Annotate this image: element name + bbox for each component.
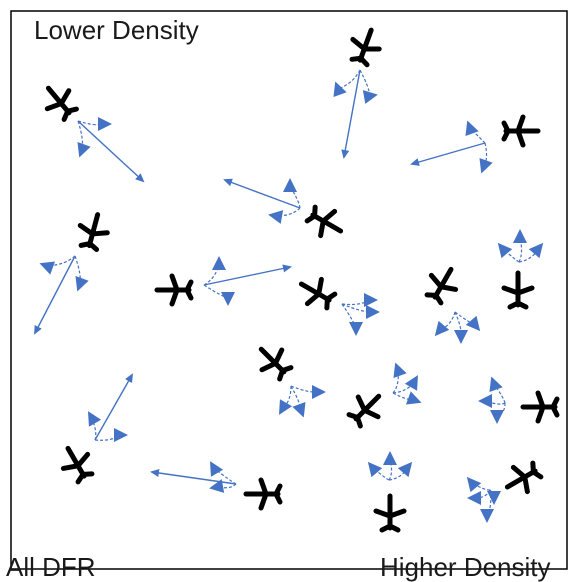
trajectory-arrow <box>94 373 133 441</box>
drone-marker <box>364 293 378 307</box>
dashed-path <box>493 383 506 404</box>
dashed-path <box>454 311 462 337</box>
drone-marker <box>366 305 380 319</box>
airplane-icon <box>349 27 382 68</box>
airplane-icon <box>44 85 79 122</box>
trajectory-arrow <box>410 142 486 166</box>
drone-marker <box>312 385 326 399</box>
dashed-path <box>388 458 393 481</box>
drone-marker <box>404 375 418 391</box>
airplane-icon <box>298 276 338 311</box>
drone-marker <box>489 376 503 393</box>
dashed-path <box>496 402 506 417</box>
drone-marker <box>98 117 112 131</box>
drone-marker <box>114 428 128 442</box>
trajectory-arrow <box>223 178 301 209</box>
all-dfr-label: All DFR <box>6 552 96 582</box>
trajectory-arrow <box>34 255 76 335</box>
drone-marker <box>497 242 513 259</box>
drone-marker <box>528 242 544 259</box>
drone-marker <box>77 141 91 158</box>
drone-marker <box>212 256 226 270</box>
trajectory-arrow <box>341 69 361 159</box>
airplane-icon <box>424 266 459 306</box>
drone-marker <box>397 461 413 478</box>
drone-marker <box>292 401 306 418</box>
drone-marker <box>210 461 224 477</box>
drone-marker <box>487 491 501 505</box>
drone-marker <box>465 120 479 137</box>
drone-marker <box>393 362 407 379</box>
drone-marker <box>480 509 494 523</box>
drone-markers <box>39 81 544 523</box>
drone-marker <box>513 229 527 243</box>
drone-marker <box>465 315 481 332</box>
trajectory-arrow <box>77 120 145 183</box>
diagram-frame <box>10 10 568 570</box>
trajectory-lines <box>34 69 539 516</box>
dashed-path <box>469 127 486 144</box>
drone-marker <box>221 292 235 306</box>
drone-marker <box>333 81 347 98</box>
trajectory-arrow <box>150 469 237 485</box>
airplane-icon <box>501 270 535 310</box>
airplane-icon <box>504 460 544 495</box>
drone-marker <box>490 410 504 424</box>
drone-marker <box>479 157 493 174</box>
drone-marker <box>209 479 225 493</box>
dashed-path <box>275 207 301 217</box>
drone-marker <box>362 90 378 104</box>
dashed-path <box>502 248 520 263</box>
drone-marker <box>283 178 297 192</box>
drone-marker <box>454 330 468 344</box>
airplane-icon <box>258 346 294 382</box>
airplane-icon <box>501 114 541 148</box>
drone-marker <box>367 461 383 478</box>
dashed-path <box>77 120 105 126</box>
airplane-icon <box>60 445 95 485</box>
airplane-icon <box>154 273 194 307</box>
aircraft-layer <box>44 27 560 533</box>
drone-marker <box>467 491 481 505</box>
dashed-path <box>203 263 220 286</box>
drone-marker <box>75 275 89 292</box>
airplane-icon <box>243 477 283 511</box>
drone-marker <box>88 411 102 427</box>
drone-marker <box>39 261 56 275</box>
airplane-icon <box>520 390 560 424</box>
drone-marker <box>466 476 482 493</box>
drone-marker <box>478 394 492 408</box>
dashed-path <box>290 385 302 411</box>
airplane-icon <box>373 493 407 533</box>
airplane-icon <box>304 204 344 239</box>
drone-marker <box>349 322 363 336</box>
airplane-icon <box>346 393 382 429</box>
drone-marker <box>383 451 397 465</box>
higher-density-label: Higher Density <box>380 552 551 582</box>
drone-marker <box>405 391 422 405</box>
trajectory-arrow <box>203 264 292 286</box>
dashed-path <box>94 434 121 441</box>
dashed-path <box>341 303 373 313</box>
drone-marker <box>279 399 293 415</box>
drone-marker <box>268 210 284 224</box>
drone-marker <box>434 320 450 337</box>
airplane-icon <box>77 212 110 253</box>
lower-density-label: Lower Density <box>34 15 199 45</box>
